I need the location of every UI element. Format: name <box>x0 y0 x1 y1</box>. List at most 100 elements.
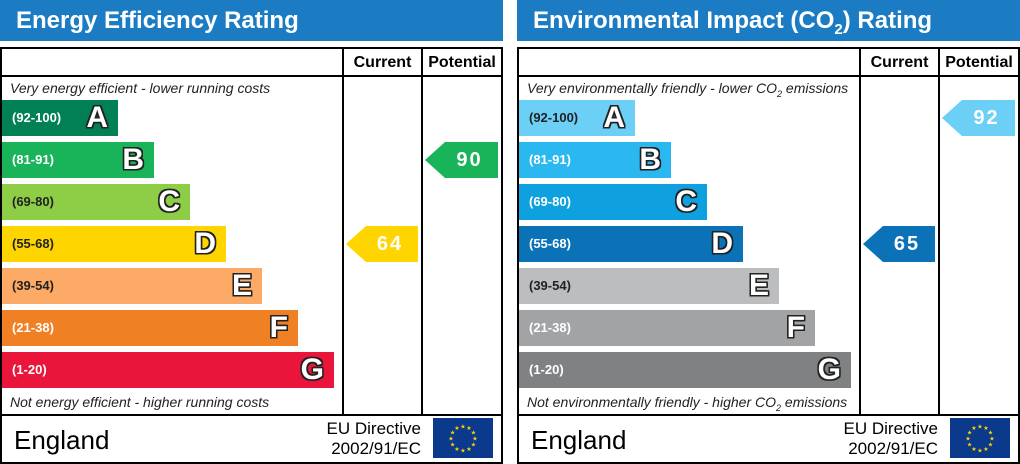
band-letter: B <box>122 143 144 176</box>
directive-line-2: 2002/91/EC <box>331 439 421 458</box>
band-range: (39-54) <box>12 278 54 293</box>
title-part: ) Rating <box>842 7 933 34</box>
rating-band-g: (1-20) G <box>519 352 851 388</box>
star-icon: ★ <box>965 436 970 443</box>
star-icon: ★ <box>977 424 982 431</box>
rating-band-f: (21-38) F <box>2 310 298 346</box>
star-icon: ★ <box>988 430 993 437</box>
eu-flag-icon: ★ ★ ★ ★ ★ ★ ★ ★ ★ ★ ★ ★ <box>950 418 1010 458</box>
potential-rating-arrow: 90 <box>425 142 498 178</box>
title-subscript: 2 <box>834 20 843 38</box>
chart-frame: Current Potential Very environmentally f… <box>517 47 1020 464</box>
rating-band-d: (55-68) D <box>2 226 226 262</box>
top-note: Very energy efficient - lower running co… <box>10 80 271 96</box>
band-range: (55-68) <box>12 236 54 251</box>
star-icon: ★ <box>989 436 994 443</box>
band-letter: G <box>300 353 324 386</box>
star-icon: ★ <box>448 436 453 443</box>
note-part: Very environmentally friendly - lower CO <box>527 80 778 96</box>
directive-line-1: EU Directive <box>843 419 938 438</box>
bottom-note: Not energy efficient - higher running co… <box>10 394 270 410</box>
band-letter: F <box>269 311 288 344</box>
environmental-impact-panel: Environmental Impact (CO2) Rating Curren… <box>517 0 1020 464</box>
band-letter: G <box>817 353 841 386</box>
potential-column-header: Potential <box>945 54 1013 71</box>
band-letter: D <box>194 227 216 260</box>
current-column-header: Current <box>353 54 412 71</box>
panel-title: Energy Efficiency Rating <box>0 0 503 41</box>
rating-band-g: (1-20) G <box>2 352 334 388</box>
star-icon: ★ <box>454 446 459 453</box>
star-icon: ★ <box>988 442 993 449</box>
star-icon: ★ <box>471 430 476 437</box>
star-icon: ★ <box>471 442 476 449</box>
potential-column-header: Potential <box>428 54 496 71</box>
directive-line-2: 2002/91/EC <box>848 439 938 458</box>
band-letter: D <box>711 227 733 260</box>
eu-directive: EU Directive 2002/91/EC <box>327 419 421 459</box>
band-range: (21-38) <box>529 320 571 335</box>
potential-rating-arrow: 92 <box>942 100 1015 136</box>
current-column-header: Current <box>870 54 929 71</box>
star-icon: ★ <box>977 448 982 455</box>
star-icon: ★ <box>971 446 976 453</box>
band-range: (92-100) <box>529 110 579 125</box>
band-letter: A <box>603 101 625 134</box>
header-divider <box>519 75 1018 77</box>
note-part: Not environmentally friendly - higher CO <box>527 394 776 410</box>
rating-band-c: (69-80) C <box>2 184 190 220</box>
star-icon: ★ <box>460 448 465 455</box>
current-rating-arrow: 65 <box>863 226 935 262</box>
band-range: (92-100) <box>12 110 62 125</box>
band-range: (1-20) <box>12 362 47 377</box>
rating-band-a: (92-100) A <box>519 100 635 136</box>
star-icon: ★ <box>967 430 972 437</box>
band-letter: A <box>86 101 108 134</box>
star-icon: ★ <box>466 425 471 432</box>
bottom-note: Not environmentally friendly - higher CO… <box>527 394 847 413</box>
band-letter: E <box>748 269 769 302</box>
footer-divider <box>519 414 1018 416</box>
directive-line-1: EU Directive <box>326 419 421 438</box>
column-divider <box>938 49 940 414</box>
top-note: Very environmentally friendly - lower CO… <box>527 80 848 99</box>
column-divider <box>342 49 344 414</box>
country-label: England <box>531 425 627 455</box>
star-icon: ★ <box>983 446 988 453</box>
star-icon: ★ <box>460 424 465 431</box>
star-icon: ★ <box>983 425 988 432</box>
rating-band-c: (69-80) C <box>519 184 707 220</box>
band-letter: E <box>231 269 252 302</box>
column-divider <box>859 49 861 414</box>
band-range: (39-54) <box>529 278 571 293</box>
energy-efficiency-panel: Energy Efficiency Rating Current Potenti… <box>0 0 503 464</box>
panel-title: Environmental Impact (CO2) Rating <box>517 0 1020 41</box>
rating-band-a: (92-100) A <box>2 100 118 136</box>
star-icon: ★ <box>472 436 477 443</box>
band-range: (69-80) <box>529 194 571 209</box>
band-range: (55-68) <box>529 236 571 251</box>
note-subscript: 2 <box>777 88 783 99</box>
country-label: England <box>14 425 110 455</box>
current-rating-arrow: 64 <box>346 226 418 262</box>
band-letter: F <box>786 311 805 344</box>
star-icon: ★ <box>971 425 976 432</box>
rating-band-b: (81-91) B <box>519 142 671 178</box>
star-icon: ★ <box>466 446 471 453</box>
star-icon: ★ <box>454 425 459 432</box>
rating-band-e: (39-54) E <box>519 268 779 304</box>
band-range: (81-91) <box>12 152 54 167</box>
rating-band-f: (21-38) F <box>519 310 815 346</box>
star-icon: ★ <box>450 442 455 449</box>
note-subscript: 2 <box>776 402 782 413</box>
rating-band-d: (55-68) D <box>519 226 743 262</box>
star-icon: ★ <box>450 430 455 437</box>
band-letter: C <box>158 185 180 218</box>
rating-band-b: (81-91) B <box>2 142 154 178</box>
title-part: Environmental Impact (CO <box>533 7 835 34</box>
eu-flag-icon: ★ ★ ★ ★ ★ ★ ★ ★ ★ ★ ★ ★ <box>433 418 493 458</box>
band-range: (1-20) <box>529 362 564 377</box>
star-icon: ★ <box>967 442 972 449</box>
column-divider <box>421 49 423 414</box>
band-letter: C <box>675 185 697 218</box>
